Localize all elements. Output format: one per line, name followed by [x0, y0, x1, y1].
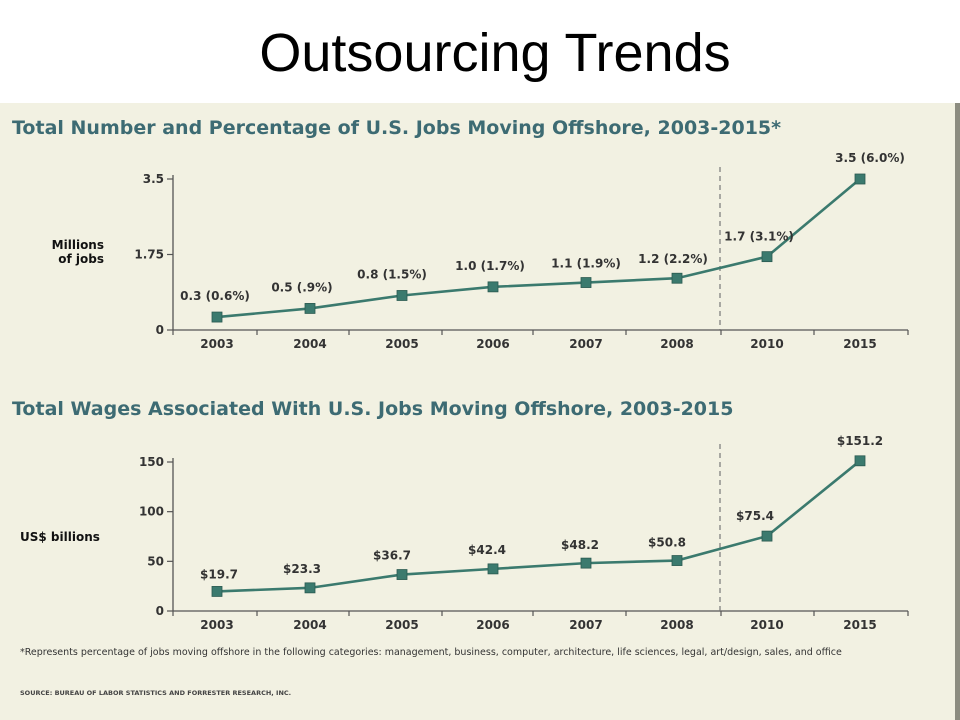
y-axis-label: Millions — [52, 238, 104, 252]
panel-edge — [955, 103, 960, 720]
data-label: 1.1 (1.9%) — [551, 257, 621, 271]
data-label: 1.2 (2.2%) — [638, 252, 708, 266]
data-point — [854, 173, 866, 185]
data-point — [761, 251, 773, 263]
x-tick-label: 2008 — [660, 337, 693, 351]
y-tick-label: 100 — [139, 505, 164, 519]
data-label: 0.3 (0.6%) — [180, 289, 250, 303]
data-label: 0.5 (.9%) — [271, 280, 332, 294]
data-point — [580, 557, 592, 569]
data-point — [211, 586, 223, 597]
data-point — [761, 530, 773, 542]
y-tick-label: 50 — [147, 554, 164, 568]
x-tick-label: 2007 — [569, 337, 602, 351]
data-label: $151.2 — [837, 434, 883, 448]
chart-title: Total Number and Percentage of U.S. Jobs… — [12, 117, 781, 139]
data-label: 3.5 (6.0%) — [835, 151, 905, 165]
y-tick-label: 150 — [139, 455, 164, 469]
x-tick-label: 2015 — [843, 618, 876, 632]
series-line — [216, 459, 861, 593]
data-point — [854, 455, 866, 467]
data-label: 1.0 (1.7%) — [455, 259, 525, 273]
data-label: 1.7 (3.1%) — [724, 230, 794, 244]
x-tick-label: 2010 — [750, 337, 783, 351]
x-tick-label: 2006 — [476, 337, 509, 351]
x-tick-label: 2005 — [385, 337, 418, 351]
jobs-offshore-chart: Total Number and Percentage of U.S. Jobs… — [12, 117, 909, 351]
x-tick-label: 2005 — [385, 618, 418, 632]
data-label: $36.7 — [373, 549, 411, 563]
x-tick-label: 2008 — [660, 618, 693, 632]
y-tick-label: 3.5 — [143, 172, 164, 186]
y-tick-label: 0 — [156, 323, 164, 337]
data-point — [211, 311, 223, 323]
source-note: SOURCE: BUREAU OF LABOR STATISTICS AND F… — [20, 689, 292, 697]
data-point — [396, 569, 408, 580]
data-label: $50.8 — [648, 536, 686, 550]
chart-panel — [0, 103, 955, 720]
data-point — [304, 303, 316, 314]
x-tick-label: 2007 — [569, 618, 602, 632]
data-label: $23.3 — [283, 562, 321, 576]
chart-title: Total Wages Associated With U.S. Jobs Mo… — [12, 398, 733, 420]
data-label: $75.4 — [736, 509, 774, 523]
data-point — [580, 277, 592, 288]
y-axis-label: US$ billions — [20, 530, 100, 544]
data-label: $42.4 — [468, 543, 506, 557]
data-label: 0.8 (1.5%) — [357, 267, 427, 281]
x-tick-label: 2004 — [293, 618, 326, 632]
data-point — [487, 281, 499, 293]
wages-offshore-chart: Total Wages Associated With U.S. Jobs Mo… — [12, 398, 909, 632]
data-point — [671, 555, 683, 566]
footnote: *Represents percentage of jobs moving of… — [20, 647, 842, 658]
series-line — [216, 178, 861, 319]
data-label: $19.7 — [200, 567, 238, 581]
data-point — [671, 272, 683, 284]
slide-title: Outsourcing Trends — [259, 23, 731, 83]
y-tick-label: 0 — [156, 604, 164, 618]
data-label: $48.2 — [561, 538, 599, 552]
y-tick-label: 1.75 — [134, 248, 164, 262]
y-axis-label: of jobs — [58, 252, 104, 266]
x-tick-label: 2006 — [476, 618, 509, 632]
x-tick-label: 2003 — [200, 337, 233, 351]
data-point — [487, 563, 499, 575]
data-point — [396, 290, 408, 301]
x-tick-label: 2010 — [750, 618, 783, 632]
x-tick-label: 2004 — [293, 337, 326, 351]
data-point — [304, 582, 316, 594]
x-tick-label: 2003 — [200, 618, 233, 632]
x-tick-label: 2015 — [843, 337, 876, 351]
